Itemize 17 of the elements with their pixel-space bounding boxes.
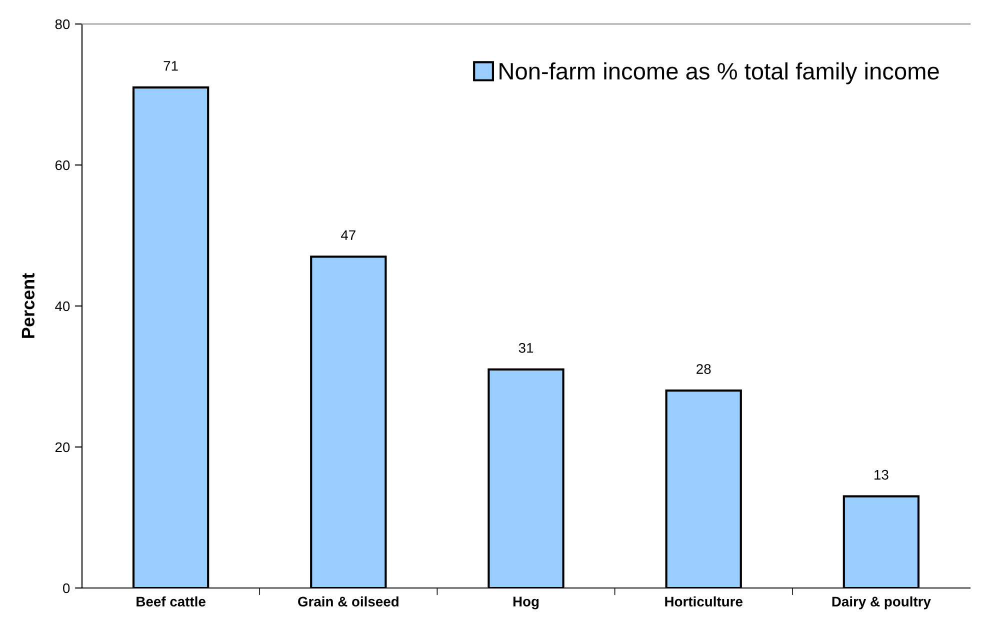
y-tick-label: 60 xyxy=(55,160,70,170)
y-tick-label: 0 xyxy=(63,583,70,594)
y-axis-title: Percent xyxy=(22,273,35,338)
data-label: 28 xyxy=(696,364,711,374)
x-tick-label: Horticulture xyxy=(665,596,742,607)
y-tick-label: 20 xyxy=(55,442,70,452)
x-tick-label: Hog xyxy=(513,596,539,610)
legend-label: Non-farm income as % total family income xyxy=(500,62,939,84)
x-tick-label: Beef cattle xyxy=(136,596,206,607)
y-tick-label: 80 xyxy=(55,19,70,30)
x-tick-label: Dairy & poultry xyxy=(832,596,931,610)
y-tick-label: 40 xyxy=(55,301,70,312)
data-label: 31 xyxy=(518,342,534,353)
x-tick-label: Grain & oilseed xyxy=(298,596,398,607)
data-label: 47 xyxy=(340,230,356,240)
data-label: 71 xyxy=(164,61,178,71)
data-label: 13 xyxy=(874,470,888,480)
